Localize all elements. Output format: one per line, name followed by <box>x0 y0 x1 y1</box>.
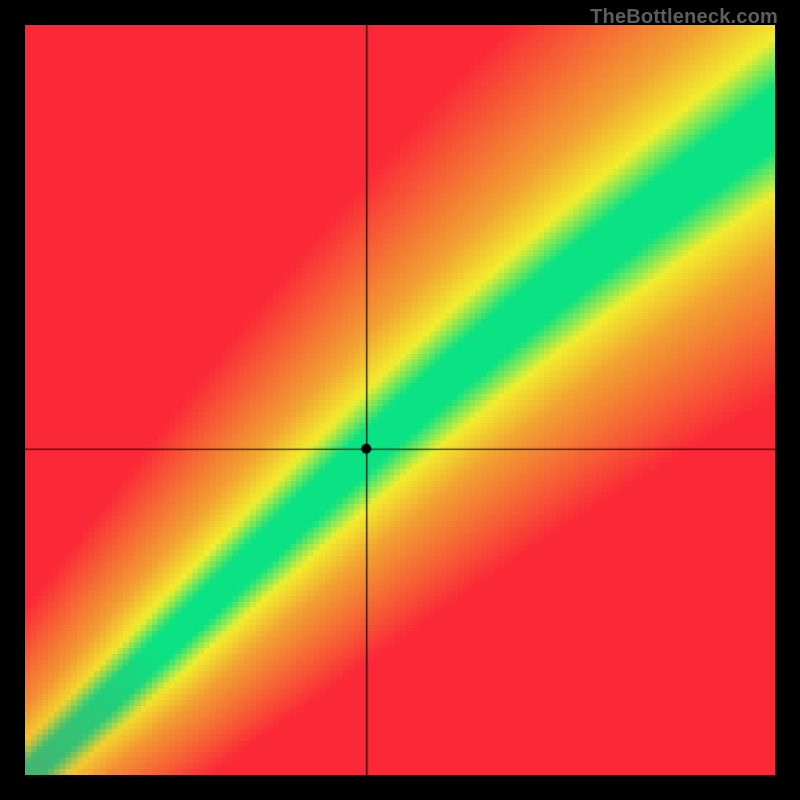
watermark-text: TheBottleneck.com <box>590 6 778 29</box>
chart-container: { "watermark": { "text": "TheBottleneck.… <box>0 0 800 800</box>
crosshair-overlay <box>25 25 775 775</box>
